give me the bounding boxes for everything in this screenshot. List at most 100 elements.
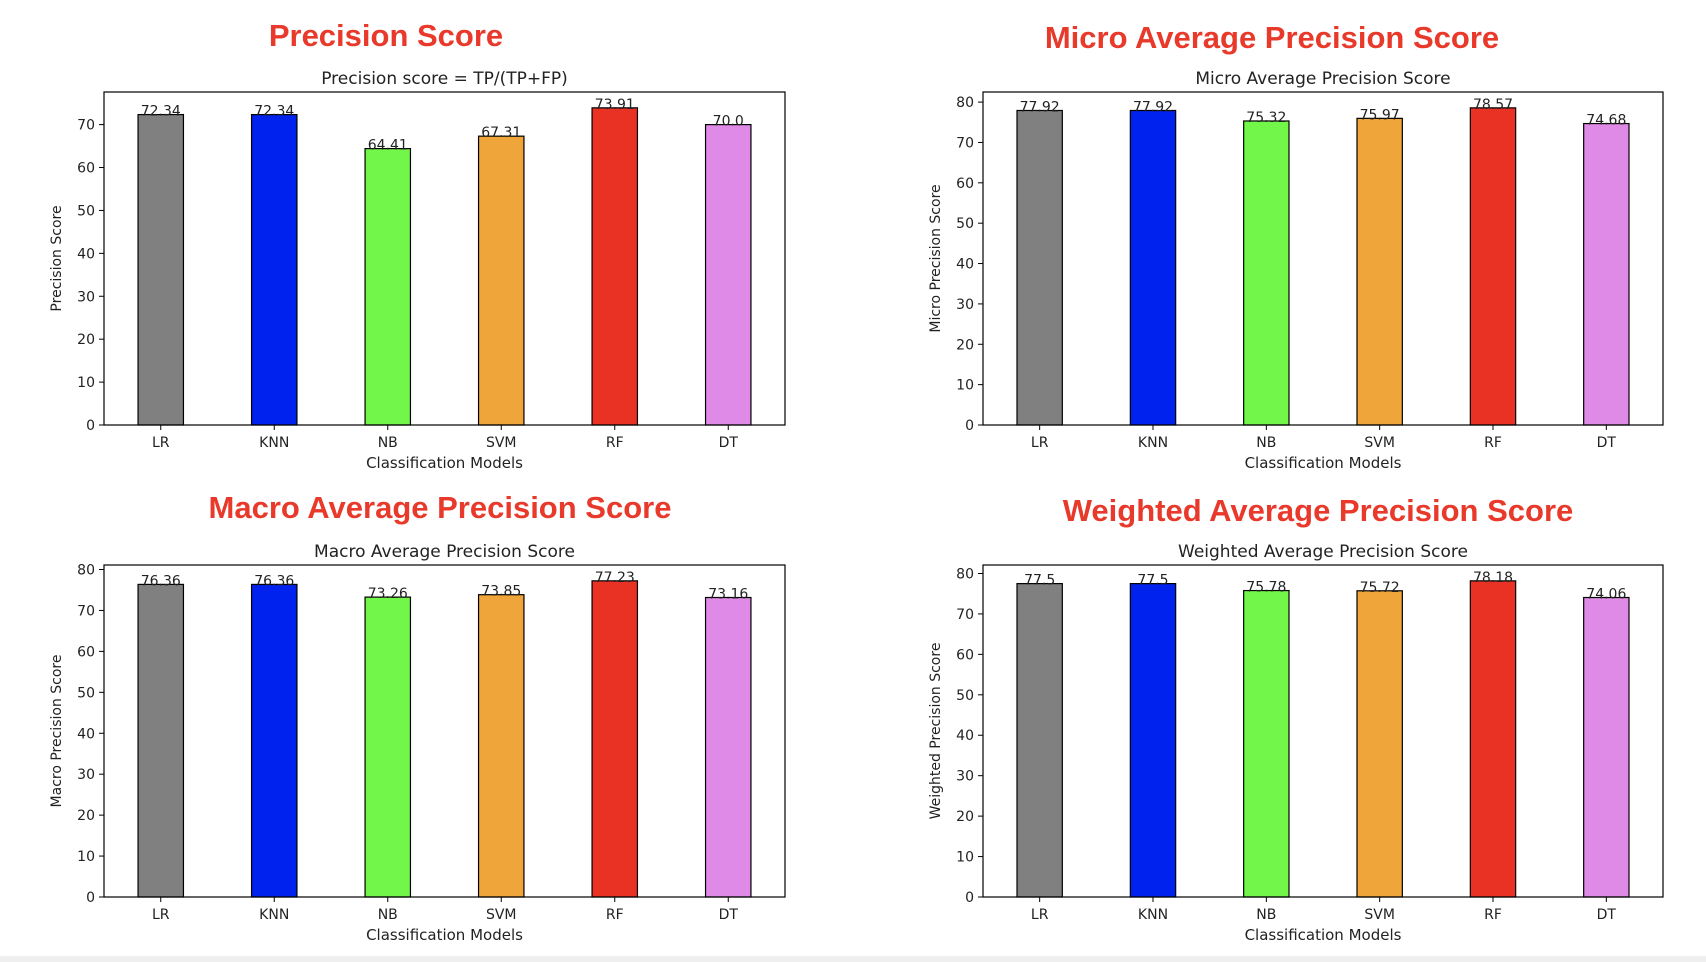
plot-frame <box>103 91 786 426</box>
y-tick-label: 70 <box>77 603 95 619</box>
bar-rf <box>591 580 639 898</box>
bar-value-label: 77.23 <box>595 570 635 586</box>
bar-value-label: 76.36 <box>141 573 181 589</box>
bar-value-label: 72.34 <box>141 104 181 120</box>
y-tick-label: 0 <box>86 890 95 906</box>
bar-svm <box>477 135 525 426</box>
y-tick-label: 30 <box>956 297 974 313</box>
y-tick-label: 50 <box>956 688 974 704</box>
y-tick-label: 70 <box>77 118 95 134</box>
chart-title: Macro Average Precision Score <box>314 542 575 562</box>
bar-svm <box>1356 590 1403 898</box>
bar-svm <box>477 594 525 898</box>
y-axis-label: Precision Score <box>49 205 65 311</box>
bar-value-label: 76.36 <box>254 573 294 589</box>
x-axis-label: Classification Models <box>1245 454 1402 472</box>
x-tick-label: RF <box>1484 435 1502 451</box>
bar-lr <box>137 113 185 426</box>
y-tick-label: 60 <box>77 644 95 660</box>
bar-nb <box>364 148 412 426</box>
chart-2: Micro Average Precision Score 77.92 LR 77.9… <box>928 69 1664 472</box>
bar-value-label: 75.78 <box>1246 580 1286 596</box>
bar-knn <box>1129 109 1177 426</box>
bar-knn <box>1129 583 1177 898</box>
plot-frame <box>103 564 786 898</box>
x-tick-label: DT <box>719 435 739 451</box>
bottom-divider <box>0 956 1706 962</box>
x-tick-label: SVM <box>1364 435 1395 451</box>
bar-value-label: 73.16 <box>708 587 748 603</box>
y-axis-label: Micro Precision Score <box>928 184 944 332</box>
bar-dt <box>1583 596 1630 898</box>
x-tick-label: DT <box>1597 907 1617 923</box>
y-tick-label: 0 <box>965 890 974 906</box>
bar-value-label: 74.68 <box>1586 113 1626 129</box>
y-axis-label: Macro Precision Score <box>49 655 65 808</box>
y-tick-label: 20 <box>77 808 95 824</box>
x-tick-label: LR <box>152 907 170 923</box>
y-tick-label: 50 <box>77 685 95 701</box>
heading-macro: Macro Average Precision Score <box>208 490 672 525</box>
y-tick-label: 30 <box>77 767 95 783</box>
y-tick-label: 40 <box>77 246 95 262</box>
chart-title: Micro Average Precision Score <box>1195 69 1450 89</box>
y-tick-label: 40 <box>956 728 974 744</box>
x-axis-label: Classification Models <box>366 454 523 472</box>
bar-lr <box>1016 583 1063 898</box>
x-tick-label: KNN <box>1138 907 1168 923</box>
bar-dt <box>704 124 752 426</box>
bar-lr <box>1016 109 1063 426</box>
heading-micro: Micro Average Precision Score <box>1044 20 1500 55</box>
x-tick-label: KNN <box>259 907 289 923</box>
y-tick-label: 30 <box>956 769 974 785</box>
x-tick-label: NB <box>1256 435 1276 451</box>
bar-value-label: 77.5 <box>1024 573 1055 589</box>
x-tick-label: NB <box>1256 907 1276 923</box>
y-tick-label: 60 <box>956 647 974 663</box>
x-tick-label: RF <box>606 435 624 451</box>
heading-weighted: Weighted Average Precision Score <box>1062 493 1574 528</box>
x-tick-label: SVM <box>486 435 517 451</box>
y-tick-label: 80 <box>77 563 95 579</box>
x-axis-label: Classification Models <box>366 926 523 944</box>
bar-value-label: 72.34 <box>254 104 294 120</box>
bar-rf <box>591 107 639 426</box>
y-tick-label: 10 <box>956 378 974 394</box>
bar-dt <box>1583 122 1630 426</box>
y-tick-label: 80 <box>956 566 974 582</box>
plot-frame <box>982 91 1664 426</box>
x-tick-label: LR <box>152 435 170 451</box>
bar-value-label: 70.0 <box>713 114 744 130</box>
x-tick-label: KNN <box>259 435 289 451</box>
y-tick-label: 10 <box>77 849 95 865</box>
chart-3: Macro Average Precision Score 76.36 LR 76.3… <box>49 542 786 944</box>
bar-value-label: 74.06 <box>1586 587 1626 603</box>
bar-svm <box>1356 117 1403 426</box>
y-tick-label: 50 <box>77 203 95 219</box>
chart-title: Weighted Average Precision Score <box>1178 542 1468 562</box>
bar-lr <box>137 583 185 898</box>
y-tick-label: 80 <box>956 95 974 111</box>
bar-value-label: 78.18 <box>1473 570 1513 586</box>
bar-nb <box>364 596 412 898</box>
bar-value-label: 78.57 <box>1473 97 1513 113</box>
y-tick-label: 20 <box>956 809 974 825</box>
bar-value-label: 77.92 <box>1133 99 1173 115</box>
heading-precision: Precision Score <box>268 18 504 53</box>
y-tick-label: 0 <box>86 418 95 434</box>
x-tick-label: LR <box>1031 435 1049 451</box>
bar-value-label: 75.32 <box>1246 110 1286 126</box>
bar-rf <box>1469 107 1517 426</box>
bar-value-label: 75.72 <box>1360 580 1400 596</box>
plot-frame <box>982 564 1664 898</box>
y-axis-label: Weighted Precision Score <box>928 643 944 820</box>
bar-dt <box>704 596 752 898</box>
x-tick-label: RF <box>1484 907 1502 923</box>
bar-nb <box>1243 120 1290 426</box>
y-tick-label: 40 <box>956 257 974 273</box>
x-tick-label: DT <box>1597 435 1617 451</box>
x-tick-label: NB <box>378 435 398 451</box>
x-tick-label: DT <box>719 907 739 923</box>
y-tick-label: 70 <box>956 135 974 151</box>
